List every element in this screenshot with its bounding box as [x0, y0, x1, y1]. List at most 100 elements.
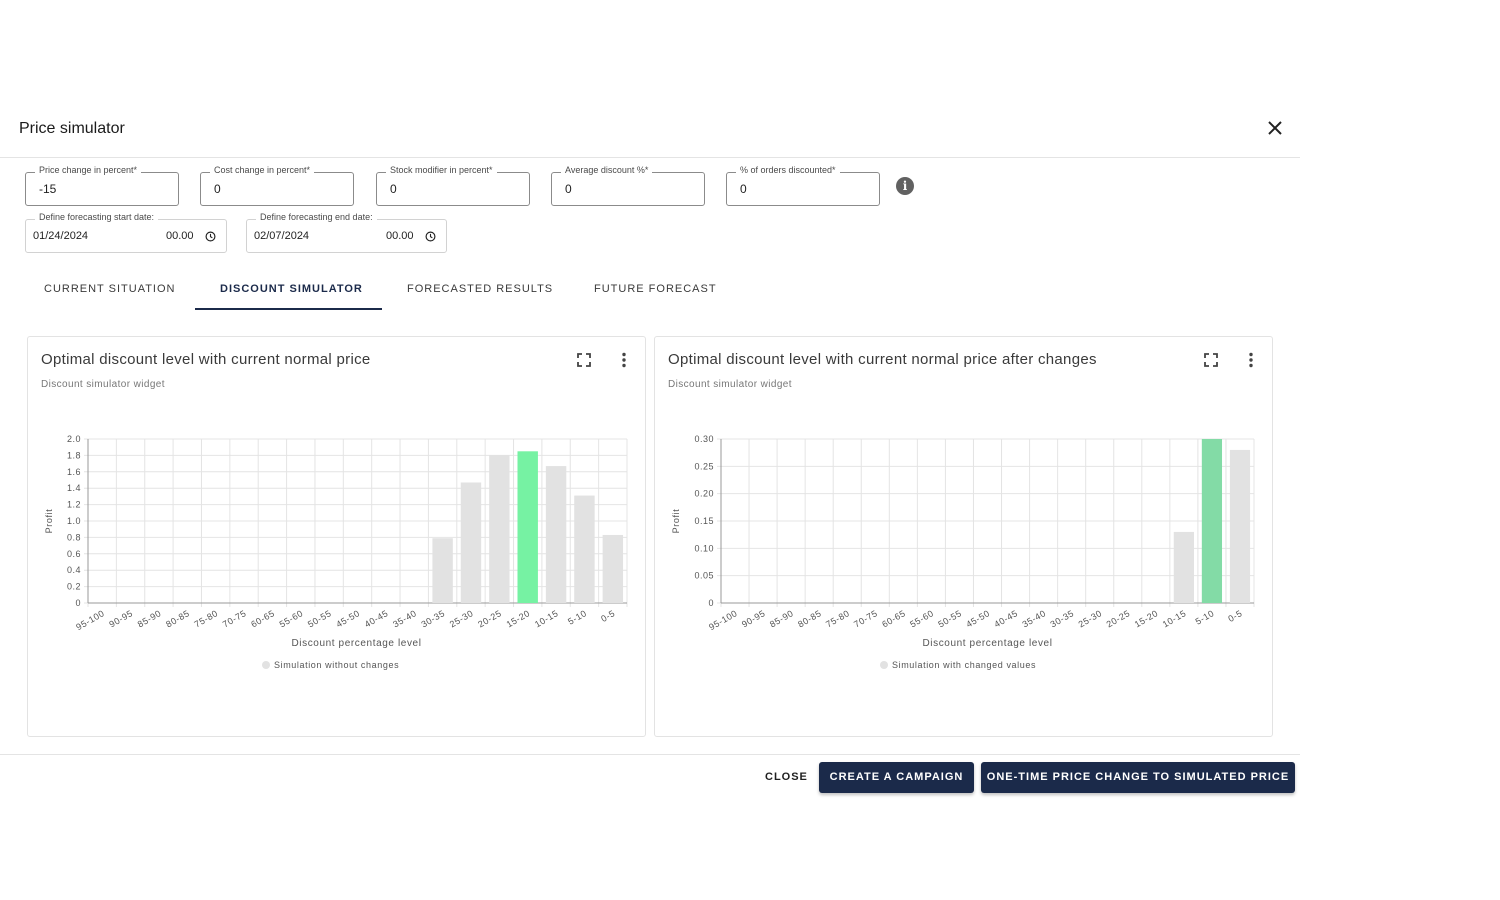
y-axis-title: Profit — [44, 509, 54, 534]
x-tick-label: 20-25 — [476, 608, 503, 629]
fullscreen-icon[interactable] — [1204, 353, 1218, 367]
x-tick-label: 90-95 — [107, 608, 134, 629]
y-tick-label: 1.4 — [67, 483, 81, 493]
clock-icon[interactable] — [205, 231, 216, 242]
y-tick-label: 0.10 — [694, 543, 714, 553]
x-tick-label: 55-60 — [278, 608, 305, 629]
x-tick-label: 45-50 — [334, 608, 361, 629]
card-subtitle: Discount simulator widget — [668, 379, 792, 390]
legend-marker[interactable] — [262, 661, 270, 669]
field-label: Stock modifier in percent* — [386, 165, 497, 175]
more-options-icon[interactable] — [1246, 352, 1256, 368]
x-tick-label: 95-100 — [707, 608, 739, 632]
field-label: Define forecasting end date: — [256, 212, 377, 222]
field-label: Define forecasting start date: — [35, 212, 159, 222]
bar-5-10[interactable] — [574, 495, 595, 603]
x-tick-label: 70-75 — [221, 608, 248, 629]
fullscreen-icon[interactable] — [577, 353, 591, 367]
y-tick-label: 0.15 — [694, 516, 714, 526]
cost-change-field[interactable]: Cost change in percent* 0 — [200, 165, 354, 206]
bar-10-15[interactable] — [1173, 531, 1194, 603]
x-tick-label: 85-90 — [136, 608, 163, 629]
footer-divider — [0, 754, 1300, 755]
x-tick-label: 60-65 — [880, 608, 907, 629]
x-axis-title: Discount percentage level — [291, 638, 421, 649]
y-axis-title: Profit — [671, 509, 681, 534]
x-tick-label: 75-80 — [824, 608, 851, 629]
x-tick-label: 50-55 — [936, 608, 963, 629]
x-tick-label: 90-95 — [740, 608, 767, 629]
tab-current-situation[interactable]: CURRENT SITUATION — [44, 283, 176, 295]
x-tick-label: 15-20 — [505, 608, 532, 629]
average-discount-field[interactable]: Average discount %* 0 — [551, 165, 705, 206]
create-campaign-button[interactable]: CREATE A CAMPAIGN — [819, 762, 974, 793]
date-value: 02/07/2024 — [254, 230, 310, 242]
x-tick-label: 0-5 — [1226, 608, 1244, 624]
y-tick-label: 1.2 — [67, 500, 81, 510]
x-tick-label: 80-85 — [796, 608, 823, 629]
x-tick-label: 45-50 — [964, 608, 991, 629]
x-tick-label: 85-90 — [768, 608, 795, 629]
tab-forecasted-results[interactable]: FORECASTED RESULTS — [407, 283, 554, 295]
field-label: Average discount %* — [561, 165, 653, 175]
bar-0-5[interactable] — [602, 534, 624, 603]
y-tick-label: 1.6 — [67, 467, 81, 477]
x-tick-label: 10-15 — [533, 608, 560, 629]
header-divider — [0, 157, 1300, 158]
forecast-start-date-field[interactable]: Define forecasting start date: 01/24/202… — [25, 212, 227, 253]
close-icon[interactable] — [1264, 117, 1286, 139]
x-tick-label: 80-85 — [164, 608, 191, 629]
y-tick-label: 0 — [75, 598, 81, 608]
x-tick-label: 5-10 — [1194, 608, 1216, 627]
price-change-field[interactable]: Price change in percent* -15 — [25, 165, 179, 206]
bar-10-15[interactable] — [545, 466, 567, 603]
x-tick-label: 25-30 — [448, 608, 475, 629]
y-tick-label: 0.25 — [694, 461, 714, 471]
bar-0-5[interactable] — [1229, 449, 1251, 603]
legend-label[interactable]: Simulation without changes — [274, 660, 399, 670]
x-tick-label: 30-35 — [1049, 608, 1076, 629]
field-value: 0 — [565, 182, 572, 196]
clock-icon[interactable] — [425, 231, 436, 242]
x-tick-label: 95-100 — [74, 608, 106, 632]
x-tick-label: 70-75 — [852, 608, 879, 629]
y-tick-label: 0.4 — [67, 565, 81, 575]
y-tick-label: 2.0 — [67, 434, 81, 444]
x-tick-label: 15-20 — [1133, 608, 1160, 629]
legend-label[interactable]: Simulation with changed values — [892, 660, 1036, 670]
field-label: Price change in percent* — [35, 165, 142, 175]
orders-discounted-field[interactable]: % of orders discounted* 0 — [726, 165, 880, 206]
x-tick-label: 75-80 — [193, 608, 220, 629]
bar-20-25[interactable] — [489, 455, 510, 603]
bar-5-10[interactable] — [1201, 439, 1223, 603]
y-tick-label: 0.8 — [67, 532, 81, 542]
one-time-price-change-button[interactable]: ONE-TIME PRICE CHANGE TO SIMULATED PRICE — [981, 762, 1295, 793]
y-tick-label: 0.05 — [694, 571, 714, 581]
field-value: 0 — [390, 182, 397, 196]
close-button[interactable]: CLOSE — [765, 771, 808, 783]
active-tab-indicator — [195, 308, 382, 310]
tab-discount-simulator[interactable]: DISCOUNT SIMULATOR — [220, 283, 363, 295]
chart-card-current-price: Optimal discount level with current norm… — [27, 336, 646, 737]
bar-30-35[interactable] — [432, 538, 453, 603]
bar-15-20[interactable] — [517, 451, 538, 603]
y-tick-label: 0.20 — [694, 489, 714, 499]
x-tick-label: 10-15 — [1161, 608, 1188, 629]
y-tick-label: 0 — [708, 598, 714, 608]
discount-chart-after-changes: 0 0.05 0.10 0.15 0.20 0.25 0.30 95-100 90-95 85-9… — [671, 434, 1255, 670]
x-tick-label: 60-65 — [249, 608, 276, 629]
stock-modifier-field[interactable]: Stock modifier in percent* 0 — [376, 165, 530, 206]
y-tick-label: 1.0 — [67, 516, 81, 526]
discount-chart-current: 0 0.2 0.4 0.6 0.8 1.0 1.2 1.4 1.6 1.8 2.0 95-100 90-… — [44, 434, 628, 670]
time-value: 00.00 — [386, 230, 414, 242]
more-options-icon[interactable] — [619, 352, 629, 368]
tab-future-forecast[interactable]: FUTURE FORECAST — [594, 283, 717, 295]
info-icon[interactable]: i — [896, 177, 914, 195]
card-title: Optimal discount level with current norm… — [668, 351, 1097, 368]
x-tick-label: 25-30 — [1077, 608, 1104, 629]
forecast-end-date-field[interactable]: Define forecasting end date: 02/07/2024 … — [246, 212, 447, 253]
bar-25-30[interactable] — [460, 482, 482, 603]
y-tick-label: 0.30 — [694, 434, 714, 444]
x-axis-title: Discount percentage level — [922, 638, 1052, 649]
legend-marker[interactable] — [880, 661, 888, 669]
